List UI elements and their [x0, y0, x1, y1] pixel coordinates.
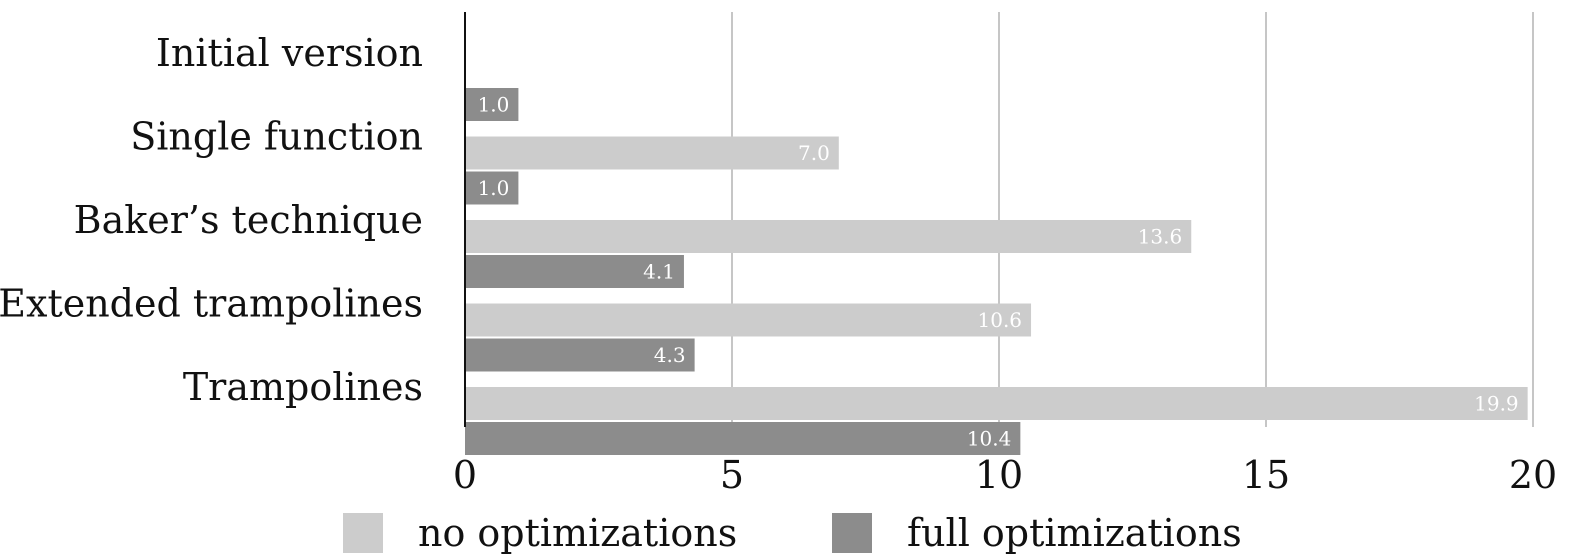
bar — [465, 387, 1528, 420]
gridlines — [731, 12, 1534, 427]
bar-data-label: 13.6 — [1138, 225, 1183, 249]
category-label: Single function — [130, 115, 423, 159]
category-label: Trampolines — [183, 365, 423, 409]
legend-label: full optimizations — [907, 511, 1242, 555]
bar-data-label: 10.4 — [967, 427, 1012, 451]
bar-data-label: 1.0 — [478, 93, 510, 117]
x-tick-label: 15 — [1242, 453, 1290, 497]
bar-data-label: 7.0 — [798, 141, 830, 165]
bar — [465, 220, 1192, 253]
bar-data-label: 19.9 — [1474, 392, 1519, 416]
bar — [465, 136, 839, 170]
bar-data-labels: 1.0 7.0 1.0 13.6 4.1 10.6 4.3 19.9 10.4 — [478, 93, 1519, 451]
bars — [465, 88, 1528, 455]
bar-data-label: 10.6 — [978, 308, 1023, 332]
legend-swatch — [343, 513, 383, 553]
x-tick-label: 20 — [1509, 453, 1557, 497]
bar-data-label: 1.0 — [478, 176, 510, 200]
legend: no optimizations full optimizations — [343, 511, 1242, 555]
x-tick-label: 5 — [720, 453, 744, 497]
bar — [465, 338, 695, 372]
legend-label: no optimizations — [418, 511, 737, 555]
bar — [465, 422, 1021, 455]
category-labels: Initial version Single function Baker’s te… — [0, 31, 423, 409]
bar — [465, 171, 519, 205]
legend-swatch — [832, 513, 872, 553]
category-label: Baker’s technique — [74, 198, 423, 242]
bar-data-label: 4.1 — [643, 260, 675, 284]
bar — [465, 303, 1032, 337]
x-tick-labels: 0 5 10 15 20 — [453, 453, 1557, 497]
bar-data-label: 4.3 — [654, 343, 686, 367]
bar — [465, 88, 519, 121]
category-label: Initial version — [156, 31, 423, 75]
category-label: Extended trampolines — [0, 282, 423, 326]
bar — [465, 255, 684, 288]
x-tick-label: 0 — [453, 453, 477, 497]
x-tick-label: 10 — [975, 453, 1023, 497]
